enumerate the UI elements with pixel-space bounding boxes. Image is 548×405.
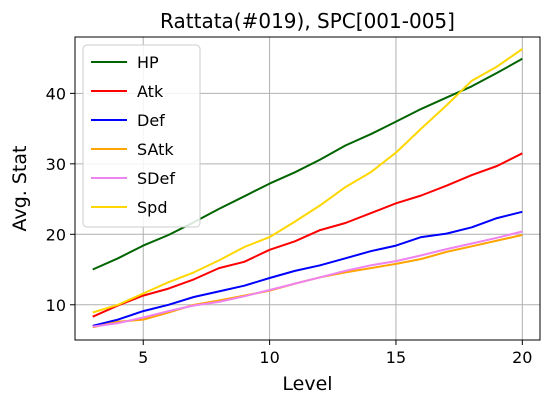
y-axis-label: Avg. Stat [9,146,31,232]
series-lines [92,48,523,329]
legend-label: Def [137,111,165,130]
x-tick-label: 15 [386,348,406,367]
y-tick-label: 30 [46,155,66,174]
legend-label: SDef [137,169,175,188]
chart-title: Rattata(#019), SPC[001-005] [160,9,455,33]
y-tick-label: 20 [46,225,66,244]
legend: HP Atk Def SAtk SDef Spd [82,44,201,228]
x-tick-label: 5 [138,348,148,367]
plot-frame [74,36,541,341]
x-tick-label: 20 [512,348,532,367]
series-line-hp [92,57,523,271]
axis-ticks: 5 10 15 20 10 20 30 40 [46,84,533,367]
legend-label: Spd [137,198,167,217]
legend-label: SAtk [137,140,174,159]
legend-label: HP [137,53,159,72]
series-line-sdef [92,230,523,328]
y-tick-label: 10 [46,296,66,315]
x-tick-label: 10 [259,348,279,367]
series-line-atk [92,152,523,318]
series-line-def [92,210,523,327]
legend-label: Atk [137,82,164,101]
series-line-spd [92,48,523,314]
y-tick-label: 40 [46,84,66,103]
x-axis-label: Level [282,373,332,395]
